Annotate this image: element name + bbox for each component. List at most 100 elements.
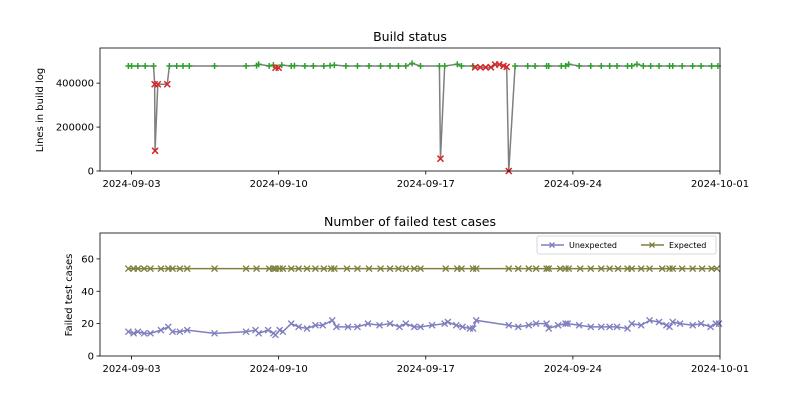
build-pass-marker: [354, 63, 361, 70]
point-expected: [169, 265, 176, 273]
build-pass-marker: [331, 62, 338, 69]
build-pass-marker: [640, 63, 647, 70]
point-unexpected: [255, 329, 263, 337]
point-unexpected: [715, 320, 723, 328]
y-tick-label: 400000: [56, 79, 94, 90]
point-unexpected: [376, 321, 383, 329]
build-pass-marker: [708, 63, 715, 70]
point-expected: [211, 265, 219, 273]
x-tick-label: 2024-10-01: [691, 364, 749, 375]
build-pass-marker: [291, 62, 298, 69]
point-unexpected: [606, 323, 614, 331]
build-pass-marker: [166, 63, 173, 70]
build-fail-marker: [476, 63, 484, 71]
build-pass-marker: [587, 63, 594, 70]
failed-tests-ticks: 2024-09-03 2024-09-10 2024-09-17 2024-09-24…: [81, 254, 749, 375]
build-fail-marker: [436, 155, 445, 163]
point-unexpected: [554, 321, 562, 329]
point-unexpected: [332, 323, 340, 331]
point-unexpected: [124, 328, 132, 336]
point-unexpected: [311, 321, 319, 329]
build-pass-marker: [565, 61, 572, 68]
build-status-frame: [99, 47, 721, 172]
point-expected: [458, 265, 465, 273]
legend-marker-expected: [649, 242, 655, 248]
build-pass-marker: [458, 63, 465, 70]
build-pass-marker: [454, 61, 461, 68]
x-tick-label: 2024-09-03: [102, 179, 160, 190]
build-pass-marker: [545, 63, 552, 70]
build-pass-marker: [402, 63, 409, 70]
point-expected: [472, 265, 480, 273]
point-expected: [279, 265, 287, 273]
point-unexpected: [564, 320, 572, 328]
point-unexpected: [295, 323, 303, 331]
point-expected: [532, 265, 540, 273]
point-expected: [637, 265, 645, 273]
point-unexpected: [666, 323, 674, 331]
point-expected: [365, 265, 373, 273]
y-tick-label: 20: [81, 319, 94, 330]
point-unexpected: [417, 323, 424, 331]
point-expected: [669, 265, 677, 273]
point-unexpected: [655, 318, 663, 326]
point-expected: [253, 265, 261, 273]
point-unexpected: [386, 320, 394, 328]
point-expected: [146, 265, 154, 273]
point-expected: [303, 265, 311, 273]
build-pass-marker: [255, 61, 262, 68]
point-unexpected: [637, 321, 645, 329]
point-unexpected: [532, 320, 540, 328]
build-fail-marker: [163, 80, 171, 88]
point-unexpected: [587, 323, 595, 331]
point-unexpected: [319, 321, 327, 329]
build-fail-marker: [503, 63, 511, 71]
point-unexpected: [264, 326, 272, 334]
build-pass-marker: [150, 63, 157, 70]
point-unexpected: [402, 320, 410, 328]
point-unexpected: [505, 321, 513, 329]
point-expected: [269, 265, 277, 273]
point-expected: [377, 265, 385, 273]
point-unexpected: [279, 328, 287, 336]
point-expected: [442, 265, 450, 273]
point-expected: [565, 265, 573, 273]
build-fail-marker: [495, 60, 503, 69]
build-status-ylabel: Lines in build log: [35, 68, 46, 153]
build-pass-marker: [320, 63, 327, 70]
point-unexpected: [472, 316, 480, 324]
point-unexpected: [543, 320, 551, 328]
build-pass-marker: [310, 63, 317, 70]
point-expected: [505, 265, 513, 273]
point-expected: [311, 265, 319, 273]
point-unexpected: [328, 316, 336, 324]
y-tick-label: 0: [88, 167, 94, 178]
point-expected: [183, 265, 191, 273]
build-fail-marker: [482, 63, 490, 71]
point-expected: [597, 265, 605, 273]
point-expected: [514, 265, 522, 273]
point-expected: [708, 265, 716, 273]
point-unexpected: [444, 318, 452, 326]
point-unexpected: [597, 323, 605, 331]
legend-box: [536, 235, 717, 255]
point-expected: [330, 265, 338, 273]
point-unexpected: [676, 320, 684, 328]
legend-label-expected: Expected: [669, 241, 706, 250]
build-pass-marker: [142, 63, 149, 70]
point-expected: [320, 265, 328, 273]
failed-tests-frame: [99, 232, 721, 357]
point-unexpected: [697, 320, 705, 328]
build-pass-marker: [266, 63, 273, 70]
build-pass-marker: [647, 63, 654, 70]
point-expected: [628, 265, 636, 273]
failed-tests-panel: Number of failed test cases Failed test …: [64, 214, 749, 375]
point-unexpected: [469, 325, 477, 332]
build-pass-marker: [512, 63, 519, 70]
build-pass-marker: [532, 63, 539, 70]
build-pass-marker: [342, 63, 349, 70]
point-unexpected: [364, 320, 372, 328]
build-status-ticks: 2024-09-03 2024-09-10 2024-09-17 2024-09-24…: [56, 79, 749, 190]
build-fail-marker: [154, 80, 162, 88]
build-pass-marker: [669, 63, 676, 70]
